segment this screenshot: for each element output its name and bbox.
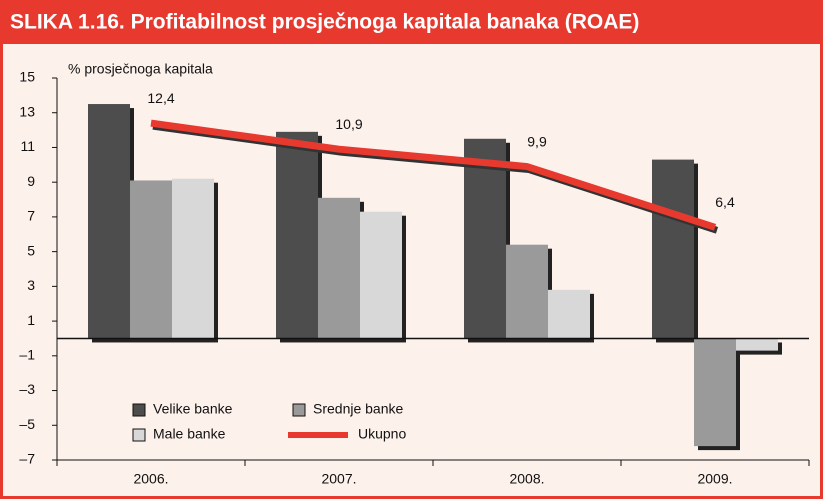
legend-swatch [292,403,306,417]
legend-label: Ukupno [358,426,406,442]
bar [694,338,736,447]
y-tick-label: 3 [27,277,35,293]
legend-swatch [132,403,146,417]
data-label: 10,9 [335,116,362,132]
y-tick-label: 7 [27,208,35,224]
legend-swatch [288,432,348,438]
x-tick-label: 2006. [133,471,168,487]
y-tick-label: 5 [27,242,35,258]
y-tick-label: 9 [27,173,35,189]
legend-label: Male banke [153,426,226,442]
y-axis-label: % prosječnoga kapitala [68,61,213,77]
bar [464,138,506,339]
y-tick-label: 15 [19,69,35,85]
legend-label: Velike banke [153,401,233,417]
y-tick-label: 13 [19,103,35,119]
legend-swatch [132,428,146,442]
data-label: 6,4 [715,194,735,210]
bar [548,289,590,339]
x-tick-label: 2009. [697,471,732,487]
bar [736,338,778,351]
y-tick-label: –5 [19,416,35,432]
bar [360,211,402,339]
y-tick-label: 11 [20,138,35,154]
bar [652,159,694,339]
bar [506,244,548,339]
x-tick-label: 2008. [509,471,544,487]
y-tick-label: –7 [19,451,35,467]
x-tick-label: 2007. [321,471,356,487]
bar [88,104,130,339]
chart-title: SLIKA 1.16. Profitabilnost prosječnoga k… [10,11,639,34]
bar [276,131,318,339]
data-label: 9,9 [527,133,547,149]
y-tick-label: 1 [27,312,35,328]
line [150,119,717,231]
data-label: 12,4 [147,90,174,106]
bar [172,178,214,339]
legend-label: Srednje banke [313,401,404,417]
y-tick-label: –3 [19,381,35,397]
bar [318,197,360,339]
bar [130,180,172,339]
y-tick-label: –1 [19,347,35,363]
